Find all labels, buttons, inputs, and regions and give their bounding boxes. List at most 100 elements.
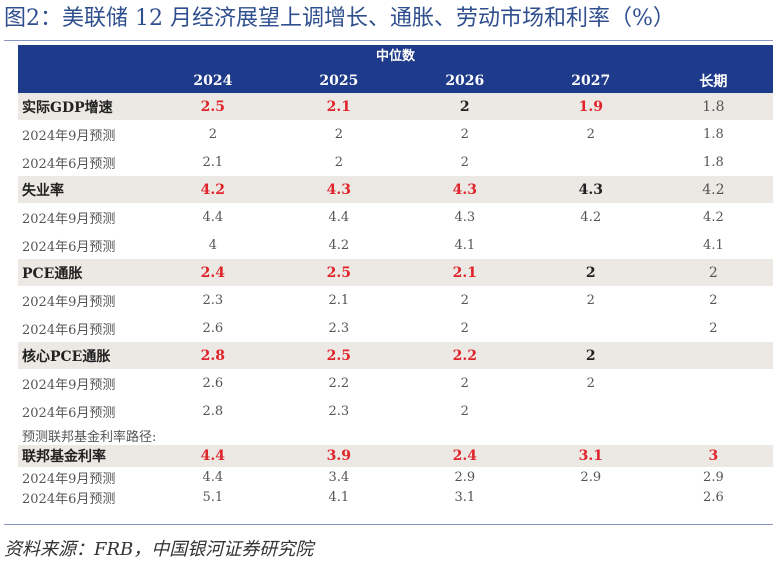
header-columns-row: 2024 2025 2026 2027 长期 [18,69,773,93]
forecast-value: 2.3 [328,403,350,419]
column-header: 长期 [699,74,728,90]
metric-value: 4.2 [702,181,725,198]
forecast-row: 2024年9月预测 2.3 2.1 2 2 2 [18,286,773,314]
forecast-value: 2 [334,154,343,170]
forecast-value: 2 [460,403,469,419]
figure-title: 图2：美联储 12 月经济展望上调增长、通胀、劳动市场和利率（%） [4,6,675,31]
forecast-label: 2024年9月预测 [22,128,116,144]
metric-value: 4.3 [452,181,477,198]
forecast-value: 2 [208,126,217,142]
metric-row: 核心PCE通胀 2.8 2.5 2.2 2 [18,342,773,369]
forecast-value: 4.2 [703,209,724,225]
forecast-value: 5.1 [202,489,224,505]
metric-value: 2 [459,98,470,115]
forecast-row: 2024年6月预测 2.6 2.3 2 2 [18,314,773,342]
metric-value: 2.5 [326,264,351,281]
forecast-value: 2.9 [580,469,602,485]
forecast-value: 4.3 [454,209,476,225]
forecast-row: 2024年6月预测 2.1 2 2 1.8 [18,148,773,176]
forecast-value: 4.1 [454,237,476,253]
forecast-value: 4.1 [328,489,350,505]
header-group-label: 中位数 [18,45,773,69]
metric-row: 联邦基金利率 4.4 3.9 2.4 3.1 3 [18,445,773,467]
top-rule [4,40,773,41]
forecast-value: 2.6 [703,489,724,505]
metric-label: PCE通胀 [22,265,83,282]
forecast-value: 4.2 [328,237,350,253]
forecast-value: 2 [460,154,469,170]
forecast-value: 2 [334,126,343,142]
forecast-value: 2 [460,375,469,391]
source-note: 资料来源：FRB，中国银河证券研究院 [4,539,314,560]
forecast-value: 2 [586,126,595,142]
forecast-label: 2024年9月预测 [22,294,116,310]
forecast-row: 2024年9月预测 4.4 3.4 2.9 2.9 2.9 [18,467,773,487]
forecast-value: 2.1 [328,292,350,308]
forecast-value: 4.4 [202,209,224,225]
column-header: 2027 [571,73,611,89]
forecast-value: 4.4 [328,209,350,225]
metric-label: 实际GDP增速 [22,99,113,116]
rate-note: 预测联邦基金利率路径: [22,429,157,445]
metric-value: 2.1 [326,98,351,115]
metric-value: 4.4 [200,448,226,464]
forecast-value: 2.3 [328,320,350,336]
forecast-value: 2.1 [202,154,224,170]
metric-value: 2 [585,347,596,364]
column-header: 2026 [445,73,485,89]
metric-label: 核心PCE通胀 [22,348,111,365]
metric-value: 4.3 [326,181,351,198]
metric-value: 3.1 [578,448,603,464]
table-body: 实际GDP增速 2.5 2.1 2 1.9 1.8 2024年9月预测 2 2 2 2 1.8 2024… [18,93,773,507]
forecast-row: 2024年9月预测 2.6 2.2 2 2 [18,369,773,397]
metric-value: 2.1 [452,264,477,281]
forecast-value: 4 [208,237,217,253]
metric-value: 2.4 [200,264,226,281]
projection-table: 中位数 2024 2025 2026 2027 长期 实际GDP增速 2.5 2.1… [18,45,773,507]
forecast-label: 2024年6月预测 [22,491,116,507]
forecast-value: 4.4 [202,469,224,485]
forecast-value: 4.2 [580,209,602,225]
forecast-value: 2.8 [202,403,224,419]
forecast-value: 2 [460,292,469,308]
metric-value: 3.9 [326,448,351,464]
metric-value: 2 [585,264,596,281]
forecast-value: 2.3 [202,292,224,308]
metric-value: 2.5 [200,98,226,115]
forecast-value: 2 [586,375,595,391]
forecast-value: 3.1 [454,489,476,505]
forecast-value: 2 [460,320,469,336]
forecast-label: 2024年6月预测 [22,239,116,255]
forecast-value: 2 [709,320,718,336]
forecast-row: 2024年9月预测 4.4 4.4 4.3 4.2 4.2 [18,203,773,231]
forecast-value: 2 [709,292,718,308]
metric-value: 2.4 [452,448,477,464]
metric-value: 2.2 [452,347,477,364]
column-header: 2025 [319,73,359,89]
forecast-value: 2.9 [454,469,476,485]
metric-value: 2 [708,264,718,281]
forecast-value: 2 [460,126,469,142]
forecast-value: 1.8 [703,154,724,170]
forecast-label: 2024年9月预测 [22,211,116,227]
forecast-row: 2024年6月预测 2.8 2.3 2 [18,397,773,425]
metric-value: 3 [708,448,719,464]
metric-value: 2.8 [200,347,226,364]
forecast-value: 4.1 [703,237,724,253]
forecast-label: 2024年9月预测 [22,471,116,487]
metric-label: 联邦基金利率 [22,449,106,465]
bottom-rule [4,524,773,525]
forecast-label: 2024年6月预测 [22,322,116,338]
forecast-value: 2 [586,292,595,308]
metric-label: 失业率 [22,182,64,199]
forecast-value: 2.6 [202,375,224,391]
forecast-row: 2024年9月预测 2 2 2 2 1.8 [18,120,773,148]
forecast-row: 2024年6月预测 4 4.2 4.1 4.1 [18,231,773,259]
forecast-value: 2.9 [703,469,724,485]
metric-value: 1.8 [702,98,725,115]
rate-note-row: 预测联邦基金利率路径: [18,425,773,445]
metric-value: 2.5 [326,347,351,364]
forecast-value: 1.8 [703,126,724,142]
metric-value: 4.2 [200,181,226,198]
forecast-row: 2024年6月预测 5.1 4.1 3.1 2.6 [18,487,773,507]
